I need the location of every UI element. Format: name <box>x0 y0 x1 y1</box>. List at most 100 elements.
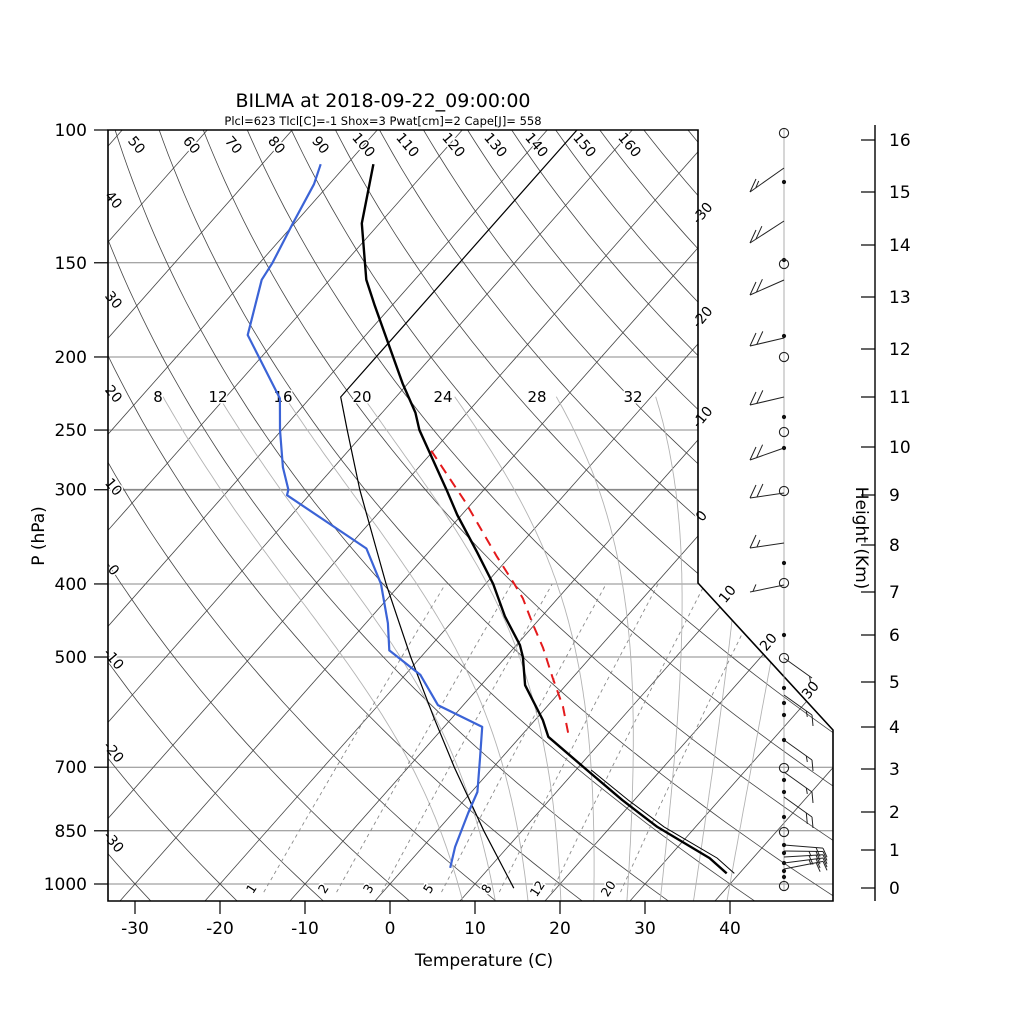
barb-tick <box>749 229 757 244</box>
moist-adiabat-label: 28 <box>527 388 546 406</box>
pressure-tick-label: 300 <box>55 481 87 501</box>
dry-adiabat-label: 150 <box>569 130 598 161</box>
height-tick-label: 1 <box>889 841 900 861</box>
station-level-dot <box>781 874 787 880</box>
wind-barb <box>749 167 785 193</box>
wind-barb <box>749 331 785 347</box>
station-level-dot <box>781 737 787 743</box>
barb-staff <box>783 771 813 793</box>
dry-adiabat-line <box>108 130 672 901</box>
barb-staff <box>749 337 785 347</box>
station-level-dot <box>781 333 787 339</box>
station-level-dot <box>781 257 787 263</box>
station-level-dot <box>781 414 787 420</box>
mandatory-level-circle <box>778 127 790 139</box>
wind-barb <box>749 444 785 461</box>
barb-staff <box>749 542 785 549</box>
isotherm-line <box>629 130 833 901</box>
barb-tick <box>749 446 757 461</box>
barb-tick <box>749 332 757 347</box>
height-tick-label: 15 <box>889 183 911 203</box>
temperature-tick-label: -20 <box>206 919 234 939</box>
barb-staff <box>749 279 785 296</box>
dry-adiabat-line <box>108 130 413 901</box>
mixing-ratio-lines <box>263 583 767 893</box>
pressure-tick-label: 850 <box>55 822 87 842</box>
wind-barb <box>783 694 814 727</box>
isotherm-line <box>714 130 833 901</box>
wind-barb <box>749 483 785 499</box>
station-level-dot <box>781 445 787 451</box>
moist-adiabat-lines <box>162 396 813 901</box>
temperature-axis-title: Temperature (C) <box>414 951 553 971</box>
isotherm-line <box>108 130 633 901</box>
isotherm-line <box>544 130 833 901</box>
dry-adiabat-line <box>553 130 833 901</box>
isotherm-label: -20 <box>689 304 716 332</box>
isotherm-label: 10 <box>716 582 740 606</box>
barb-staff <box>783 694 813 716</box>
station-level-dot <box>781 712 787 718</box>
mandatory-level-circle <box>778 258 790 270</box>
height-tick-label: 2 <box>889 803 900 823</box>
barb-tick <box>811 816 814 829</box>
mandatory-level-circle <box>778 426 790 438</box>
height-tick-label: 4 <box>889 718 900 738</box>
height-tick-label: 16 <box>889 131 911 151</box>
dry-adiabat-line <box>108 130 326 901</box>
pressure-tick-label: 100 <box>55 121 87 141</box>
isotherm-line <box>108 130 123 901</box>
page-title: BILMA at 2018-09-22_09:00:00 <box>235 90 530 112</box>
wind-barb <box>783 657 813 683</box>
dry-adiabat-label: 120 <box>438 130 467 161</box>
station-level-dot <box>781 814 787 820</box>
barb-tick <box>811 759 814 772</box>
dry-adiabat-line <box>158 130 833 901</box>
moist-adiabat-line <box>692 396 744 901</box>
moist-adiabat-line <box>454 396 595 901</box>
dry-adiabat-label: 160 <box>614 130 643 161</box>
station-level-dot <box>781 777 787 783</box>
barb-staff <box>749 167 785 193</box>
dry-adiabat-label: -20 <box>100 739 127 767</box>
station-level-dot <box>781 868 787 874</box>
barb-staff <box>783 739 813 761</box>
height-tick-label: 9 <box>889 486 900 506</box>
height-tick-label: 6 <box>889 626 900 646</box>
mixing-ratio-label: 1 <box>243 881 260 896</box>
dry-adiabat-label: 60 <box>179 133 203 157</box>
temperature-tick-label: -10 <box>291 919 319 939</box>
temperature-tick-label: -30 <box>121 919 149 939</box>
barb-tick <box>749 178 757 193</box>
moist-adiabat-line <box>362 396 562 901</box>
isotherm-line <box>108 130 463 901</box>
barb-tick <box>756 390 764 404</box>
barb-tick <box>822 851 828 861</box>
dry-adiabat-line <box>421 130 833 901</box>
mixing-ratio-label: 3 <box>360 881 377 896</box>
pressure-axis-title: P (hPa) <box>29 506 49 566</box>
dry-adiabat-label: 90 <box>308 133 332 157</box>
height-tick-label: 12 <box>889 340 911 360</box>
isotherm-label: -10 <box>689 404 716 432</box>
barb-tick <box>756 483 764 498</box>
mixing-ratio-line <box>498 583 659 893</box>
pressure-tick-label: 250 <box>55 421 87 441</box>
isotherm-line <box>289 130 833 901</box>
wind-barb <box>783 739 814 772</box>
wind-barb <box>749 584 785 593</box>
station-level-dot <box>781 560 787 566</box>
barb-tick <box>811 714 814 727</box>
std-atmosphere-curve <box>340 130 578 889</box>
isotherm-line <box>119 130 803 901</box>
pressure-tick-label: 150 <box>55 254 87 274</box>
isotherm-line <box>108 130 293 901</box>
height-tick-label: 7 <box>889 583 900 603</box>
mixing-ratio-line <box>263 583 446 893</box>
sounding-dewpoint-curve <box>246 163 484 869</box>
height-tick-label: 14 <box>889 236 911 256</box>
dry-adiabat-label: -30 <box>100 829 127 857</box>
temperature-tick-label: 30 <box>634 919 656 939</box>
